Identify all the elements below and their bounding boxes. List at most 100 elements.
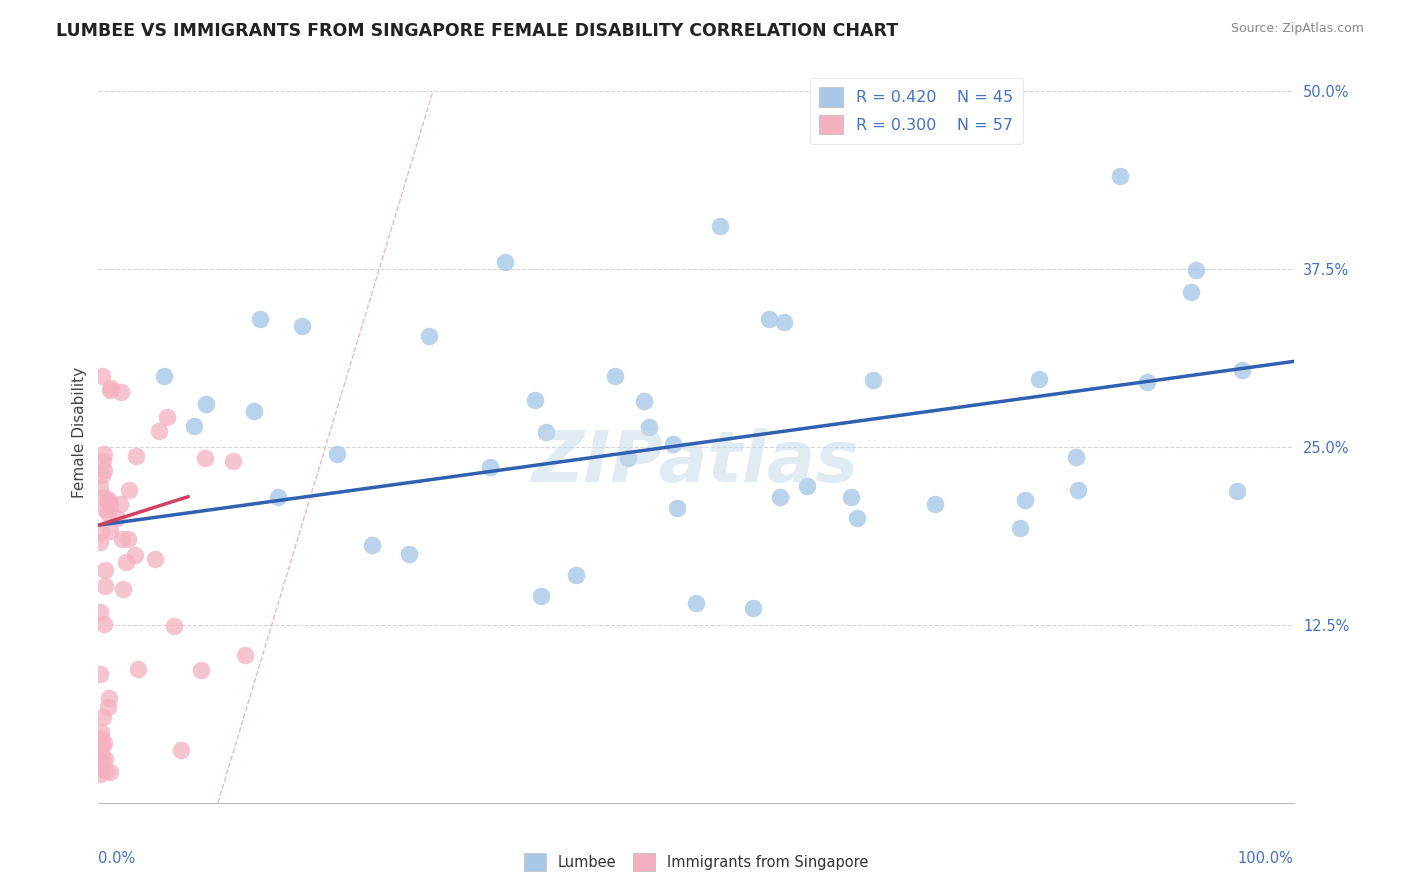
Point: [91, 739, 114, 753]
Point: [90, 724, 112, 739]
Point: [1109, 169, 1132, 184]
Point: [118, 483, 141, 498]
Point: [494, 254, 516, 268]
Point: [90, 525, 112, 540]
Point: [90, 746, 112, 760]
Point: [742, 601, 765, 615]
Point: [125, 449, 148, 463]
Point: [145, 551, 167, 566]
Point: [565, 568, 588, 582]
Point: [100, 384, 122, 398]
Point: [194, 450, 217, 465]
Point: [1180, 285, 1202, 299]
Point: [114, 555, 136, 569]
Point: [110, 384, 132, 399]
Point: [603, 369, 626, 384]
Point: [94, 579, 117, 593]
Point: [530, 590, 553, 604]
Point: [233, 648, 256, 663]
Point: [93, 616, 115, 631]
Point: [361, 538, 384, 552]
Point: [796, 479, 818, 493]
Text: Source: ZipAtlas.com: Source: ZipAtlas.com: [1230, 22, 1364, 36]
Point: [96, 494, 118, 508]
Point: [93, 490, 115, 504]
Point: [862, 373, 884, 387]
Point: [148, 424, 170, 438]
Point: [91, 368, 114, 383]
Point: [94, 501, 117, 516]
Point: [94, 563, 117, 577]
Point: [91, 753, 114, 767]
Point: [291, 318, 314, 333]
Point: [98, 691, 121, 706]
Point: [124, 548, 146, 562]
Point: [89, 667, 111, 681]
Point: [633, 394, 655, 409]
Point: [163, 619, 186, 633]
Point: [846, 511, 869, 525]
Text: ZIPatlas: ZIPatlas: [533, 428, 859, 497]
Point: [841, 490, 863, 504]
Point: [98, 524, 121, 539]
Point: [1066, 450, 1088, 464]
Point: [249, 311, 271, 326]
Point: [398, 547, 420, 561]
Point: [91, 468, 114, 483]
Point: [190, 663, 212, 677]
Point: [127, 662, 149, 676]
Point: [662, 437, 685, 451]
Point: [1185, 263, 1208, 277]
Point: [709, 219, 731, 234]
Point: [666, 500, 689, 515]
Point: [534, 425, 557, 439]
Point: [326, 447, 349, 461]
Point: [1226, 483, 1249, 498]
Point: [98, 498, 121, 512]
Point: [89, 753, 111, 767]
Point: [91, 710, 114, 724]
Point: [111, 533, 134, 547]
Point: [93, 447, 115, 461]
Point: [90, 731, 112, 746]
Point: [418, 328, 440, 343]
Point: [97, 506, 120, 520]
Point: [112, 582, 135, 596]
Point: [617, 450, 640, 465]
Y-axis label: Female Disability: Female Disability: [72, 367, 87, 499]
Point: [243, 404, 266, 418]
Point: [96, 764, 118, 778]
Point: [156, 409, 179, 424]
Text: 0.0%: 0.0%: [98, 851, 135, 866]
Point: [89, 767, 111, 781]
Point: [93, 463, 115, 477]
Point: [1014, 492, 1036, 507]
Point: [89, 535, 111, 549]
Legend: Lumbee, Immigrants from Singapore: Lumbee, Immigrants from Singapore: [517, 847, 875, 877]
Point: [93, 735, 115, 749]
Point: [638, 420, 661, 434]
Point: [768, 490, 790, 504]
Point: [1230, 363, 1253, 377]
Point: [772, 315, 794, 329]
Point: [98, 765, 121, 780]
Point: [222, 454, 245, 468]
Point: [91, 760, 114, 774]
Point: [117, 533, 139, 547]
Point: [758, 311, 780, 326]
Point: [1136, 375, 1159, 389]
Point: [523, 392, 546, 407]
Point: [1028, 372, 1050, 386]
Point: [100, 381, 122, 395]
Point: [195, 397, 218, 411]
Text: LUMBEE VS IMMIGRANTS FROM SINGAPORE FEMALE DISABILITY CORRELATION CHART: LUMBEE VS IMMIGRANTS FROM SINGAPORE FEMA…: [56, 22, 898, 40]
Point: [924, 497, 946, 511]
Point: [89, 605, 111, 619]
Point: [1010, 521, 1032, 535]
Point: [96, 700, 118, 714]
Point: [153, 368, 176, 383]
Point: [91, 454, 114, 468]
Point: [170, 743, 193, 757]
Point: [183, 418, 205, 433]
Point: [1067, 483, 1090, 497]
